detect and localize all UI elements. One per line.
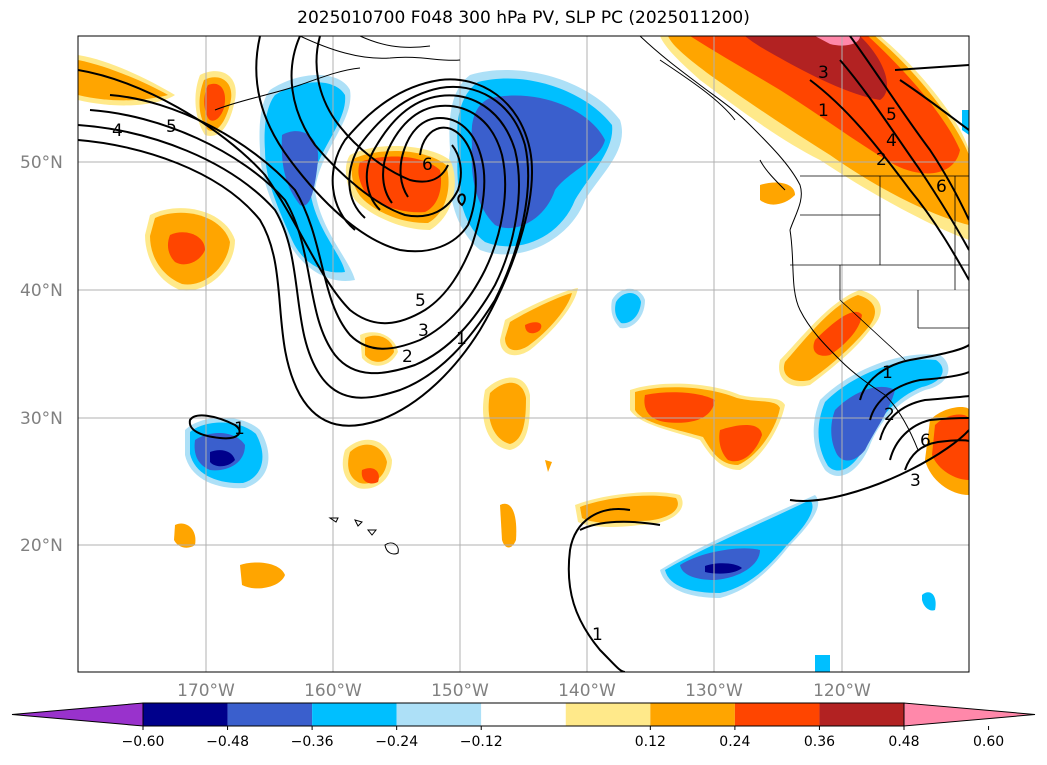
colorbar-swatch (565, 703, 651, 726)
lat-label: 50°N (20, 153, 63, 173)
pv-shade-negative (281, 131, 319, 206)
pv-shade-positive (358, 156, 442, 213)
contour-label: 3 (910, 471, 921, 491)
contour-label: 2 (876, 150, 887, 170)
pv-shade-positive (505, 293, 572, 351)
colorbar-swatch (227, 703, 313, 726)
pv-shade-positive (525, 322, 542, 334)
colorbar-tick-label: −0.24 (375, 734, 418, 750)
contour-label: 1 (818, 101, 829, 121)
contour-label: 3 (418, 321, 429, 341)
contour-label: 2 (402, 347, 413, 367)
contour-label: 1 (592, 625, 603, 645)
contour-label: 6 (920, 431, 931, 451)
pv-shade-positive (745, 36, 888, 100)
colorbar-tick-label: 0.24 (719, 734, 750, 750)
colorbar-tick-label: −0.60 (122, 734, 165, 750)
contour-labels: 4 5 6 5 3 2 1 1 3 1 5 4 2 6 1 2 6 3 1 (112, 63, 947, 645)
lon-label: 130°W (685, 681, 743, 701)
colorbar-swatch (481, 703, 566, 726)
pv-shade-negative (615, 293, 641, 324)
slp-contours (78, 36, 969, 672)
pv-shade-positive (644, 392, 715, 423)
map-area: 4 5 6 5 3 2 1 1 3 1 5 4 2 6 1 2 6 3 1 (78, 36, 969, 672)
pv-shade-negative (831, 386, 895, 461)
contour-label: 1 (234, 419, 245, 439)
pv-shade-negative (815, 655, 830, 672)
contour-label: 2 (884, 405, 895, 425)
colorbar-swatch (143, 703, 228, 726)
colorbar-swatch (650, 703, 735, 726)
pv-shade-positive (167, 232, 205, 265)
pv-shade-positive (240, 562, 285, 589)
colorbar-extension-high (903, 702, 1036, 727)
contour-label: 4 (112, 121, 123, 141)
state-borders (790, 175, 969, 361)
lon-label: 140°W (558, 681, 616, 701)
colorbar-outline (142, 702, 905, 727)
contour-label: 6 (422, 155, 433, 175)
colorbar-tick-labels: −0.60 −0.48 −0.36 −0.24 −0.12 0.12 0.24 0.36 0.4… (122, 726, 1004, 750)
pv-shade-positive (545, 460, 552, 472)
hawaii-islands (328, 517, 399, 555)
contour-label: 5 (886, 105, 897, 125)
contour-label: 4 (886, 131, 897, 151)
colorbar-swatch (312, 703, 397, 726)
pv-shade-positive (204, 83, 226, 121)
colorbar-swatch (734, 703, 820, 726)
coastlines (214, 36, 919, 451)
map-frame (77, 35, 970, 673)
colorbar-tick-label: 0.48 (888, 734, 919, 750)
colorbar-tick-label: 0.12 (635, 734, 666, 750)
lon-label: 170°W (177, 681, 235, 701)
lat-label: 30°N (20, 409, 63, 429)
lon-label: 150°W (431, 681, 489, 701)
pv-shade-positive (361, 468, 379, 484)
colorbar-tick-label: 0.60 (973, 734, 1004, 750)
contour-label: 5 (166, 117, 177, 137)
colorbar-tick-label: −0.48 (206, 734, 249, 750)
colorbar-swatch (396, 703, 482, 726)
colorbar-tick-label: −0.36 (291, 734, 334, 750)
pv-shade-positive (719, 425, 762, 462)
lon-label: 120°W (813, 681, 871, 701)
lon-label: 160°W (304, 681, 362, 701)
colorbar (11, 702, 1036, 727)
pv-shade-positive (488, 382, 526, 444)
contour-label: 1 (882, 363, 893, 383)
contour-label: 3 (818, 63, 829, 83)
pv-shade-positive (500, 503, 517, 548)
lat-label: 40°N (20, 281, 63, 301)
colorbar-swatch (819, 703, 904, 726)
map-title: 2025010700 F048 300 hPa PV, SLP PC (2025… (297, 8, 750, 28)
colorbar-tick-label: 0.36 (804, 734, 835, 750)
contour-label: 6 (936, 177, 947, 197)
contour-label: 5 (415, 291, 426, 311)
colorbar-tick-label: −0.12 (460, 734, 503, 750)
pv-shade-negative (210, 450, 235, 467)
pv-shade-positive (174, 523, 196, 548)
pv-anomaly-shading (78, 36, 969, 672)
contour-label: 1 (456, 329, 467, 349)
latitude-labels: 50°N 40°N 30°N 20°N (20, 153, 63, 556)
pv-shade-negative (922, 592, 936, 611)
pv-shade-positive (815, 36, 860, 46)
longitude-labels: 170°W 160°W 150°W 140°W 130°W 120°W (177, 681, 871, 701)
pv-shade-positive (690, 36, 960, 174)
colorbar-extension-low (11, 702, 144, 727)
pv-shade-positive (760, 182, 795, 205)
lat-label: 20°N (20, 536, 63, 556)
